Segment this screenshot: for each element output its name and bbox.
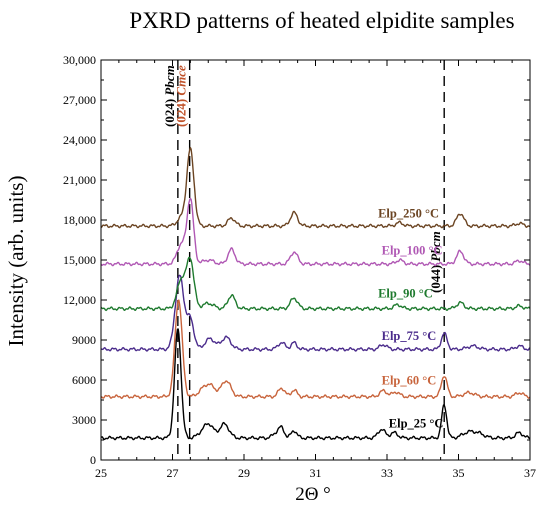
series-line [100,328,531,441]
y-tick-label: 27,000 [63,93,96,107]
y-tick-label: 0 [90,453,96,467]
x-tick-label: 27 [167,466,179,480]
series-label: Elp_250 °C [378,206,439,220]
series-label: Elp_25 °C [389,416,444,430]
y-tick-label: 15,000 [63,253,96,267]
y-tick-label: 30,000 [63,53,96,67]
y-tick-label: 6000 [72,373,96,387]
x-tick-label: 25 [95,466,107,480]
series-line [100,197,531,267]
chart-title: PXRD patterns of heated elpidite samples [129,8,514,33]
series-label: Elp_75 °C [382,329,437,343]
series-line [100,256,531,312]
series-line [100,274,531,352]
reference-label: (024) Pbcm [162,65,177,127]
axes: 25 27 29 31 33 35 37 0 3000 6000 9000 12,000 15,000 1… [63,53,536,480]
x-tick-label: 29 [238,466,250,480]
x-tick-label: 37 [524,466,536,480]
y-tick-label: 12,000 [63,293,96,307]
reference-label: (044) Pbcm [428,231,443,293]
y-tick-label: 3000 [72,413,96,427]
series-label: Elp_60 °C [382,374,437,388]
y-axis-label: Intensity (arb. units) [4,176,28,347]
series-layer: Elp_25 °C Elp_60 °C Elp_75 °C Elp_90 °C Elp_… [100,147,531,441]
y-tick-label: 9000 [72,333,96,347]
y-tick-label: 18,000 [63,213,96,227]
y-tick-label: 21,000 [63,173,96,187]
series-label: Elp_100 °C [382,244,443,258]
x-tick-label: 33 [381,466,393,480]
series-line [101,299,531,400]
x-tick-label: 31 [310,466,322,480]
series-label: Elp_90 °C [378,286,433,300]
reference-label: (024) Cmce [174,65,189,127]
x-axis-label: 2Θ ° [295,484,331,505]
reference-lines: (024) Pbcm(024) Cmce (044) Pbcm [162,60,445,460]
series-line [100,147,531,229]
y-tick-label: 24,000 [63,133,96,147]
x-tick-label: 35 [453,466,465,480]
